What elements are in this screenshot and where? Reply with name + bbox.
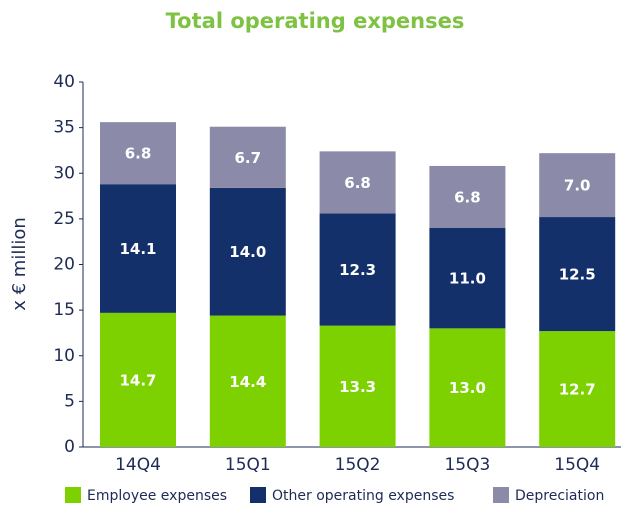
legend-swatch <box>250 487 266 503</box>
bar-segment <box>539 331 616 447</box>
bar-segment <box>429 328 506 447</box>
chart-title: Total operating expenses <box>166 9 465 33</box>
y-tick-label: 15 <box>53 300 75 320</box>
data-label: 6.8 <box>344 174 371 192</box>
data-label: 7.0 <box>564 177 591 195</box>
y-tick-label: 0 <box>64 437 75 457</box>
bar-segment <box>539 217 616 332</box>
data-label: 14.1 <box>119 240 156 258</box>
bar-segment <box>100 184 176 313</box>
data-label: 13.0 <box>449 379 486 397</box>
bar-segment <box>209 126 286 188</box>
legend-swatch <box>493 487 509 503</box>
bar-segment <box>319 151 396 214</box>
data-label: 14.4 <box>229 373 266 391</box>
bar-segment <box>209 315 286 447</box>
data-label: 12.3 <box>339 261 376 279</box>
legend-swatch <box>65 487 81 503</box>
bar-segment <box>319 213 396 326</box>
data-label: 6.8 <box>125 145 152 163</box>
x-tick-label: 15Q2 <box>335 455 381 475</box>
y-tick-label: 10 <box>53 346 75 366</box>
y-tick-label: 5 <box>64 391 75 411</box>
y-tick-label: 20 <box>53 255 75 275</box>
bar-segment <box>100 122 176 185</box>
data-label: 13.3 <box>339 378 376 396</box>
data-label: 6.7 <box>235 149 262 167</box>
bar-segment <box>429 165 506 228</box>
legend-label: Employee expenses <box>87 488 227 504</box>
y-tick-label: 25 <box>53 209 75 229</box>
bar-segment <box>539 153 616 218</box>
x-tick-label: 14Q4 <box>115 455 161 475</box>
y-tick-label: 35 <box>53 118 75 138</box>
y-tick-label: 40 <box>53 72 75 92</box>
y-axis-label: x € million <box>9 217 30 311</box>
data-label: 14.7 <box>119 371 156 389</box>
data-label: 12.7 <box>559 381 596 399</box>
data-label: 12.5 <box>559 266 596 284</box>
data-label: 11.0 <box>449 270 486 288</box>
bar-segment <box>100 312 176 447</box>
x-tick-label: 15Q3 <box>444 455 490 475</box>
bar-segment <box>209 187 286 316</box>
bar-segment <box>319 325 396 447</box>
x-tick-label: 15Q1 <box>225 455 271 475</box>
y-tick-label: 30 <box>53 163 75 183</box>
legend-label: Other operating expenses <box>272 488 454 504</box>
legend-label: Depreciation <box>515 488 604 504</box>
data-label: 14.0 <box>229 243 266 261</box>
bar-segment <box>429 228 506 329</box>
data-label: 6.8 <box>454 188 481 206</box>
x-tick-label: 15Q4 <box>554 455 600 475</box>
